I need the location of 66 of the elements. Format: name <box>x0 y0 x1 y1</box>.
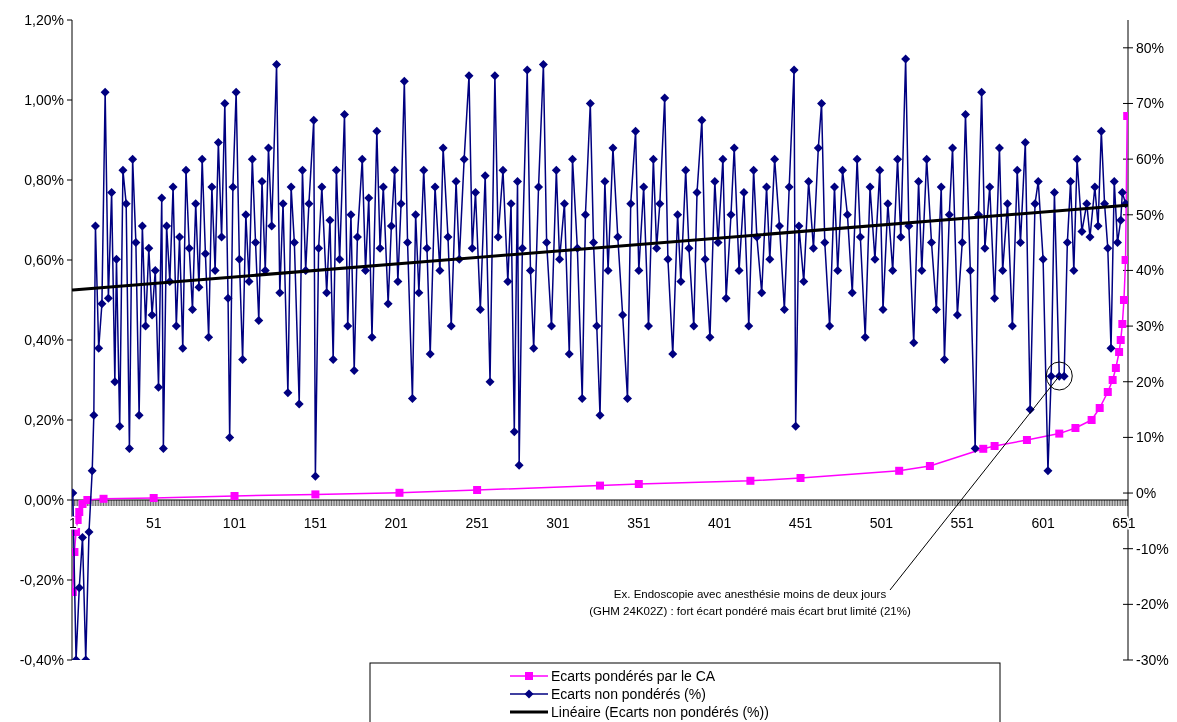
x-tick-label: 551 <box>950 515 975 531</box>
x-tick-label: 351 <box>627 515 651 531</box>
x-tick-label: 201 <box>384 515 409 531</box>
x-tick-label: 501 <box>869 515 894 531</box>
point <box>473 486 482 494</box>
point <box>1111 364 1120 372</box>
x-tick-label: 51 <box>145 515 162 531</box>
point <box>1121 256 1128 264</box>
point <box>796 474 805 482</box>
point <box>1055 429 1064 438</box>
point <box>149 494 158 502</box>
x-tick-label: 301 <box>546 515 570 531</box>
point <box>634 480 643 488</box>
point <box>1119 296 1128 304</box>
x-tick-label: 101 <box>222 515 247 531</box>
y-tick-label: 0,40% <box>24 332 64 348</box>
point <box>925 462 934 470</box>
y2-tick-label: 80% <box>1136 39 1165 56</box>
point <box>1115 348 1124 356</box>
y-tick-label: 0,00% <box>24 492 64 508</box>
point <box>311 490 320 499</box>
x-tick-label: 601 <box>1031 515 1055 531</box>
y-tick-label: 0,60% <box>24 252 64 268</box>
y2-tick-label: 50% <box>1136 206 1165 223</box>
point <box>1103 388 1112 396</box>
point <box>395 488 404 497</box>
y-tick-label: 1,20% <box>24 12 64 28</box>
y2-tick-label: 0% <box>1136 485 1157 502</box>
x-tick-label: 451 <box>788 515 813 531</box>
point <box>1116 336 1125 344</box>
point <box>990 442 999 450</box>
point <box>895 466 904 475</box>
point <box>746 476 755 485</box>
x-tick-label: 151 <box>303 515 328 531</box>
point <box>1108 376 1117 384</box>
point <box>1087 416 1096 424</box>
y2-tick-label: 70% <box>1136 95 1165 112</box>
x-tick-label: 401 <box>707 515 732 531</box>
y2-tick-label: -20% <box>1136 596 1169 613</box>
y-tick-label: 0,20% <box>24 412 64 428</box>
point <box>979 444 988 453</box>
legend-label: Linéaire (Ecarts non pondérés (%)) <box>551 704 769 720</box>
y2-tick-label: 40% <box>1136 262 1165 279</box>
point <box>596 481 604 490</box>
y2-tick-label: 30% <box>1136 318 1165 335</box>
y-tick-label: -0,40% <box>19 652 64 668</box>
y-tick-label: -0,20% <box>19 572 64 588</box>
x-tick-label: 251 <box>465 515 489 531</box>
annotation: Ex. Endoscopie avec anesthésie moins de deux jours (GHM 24K02Z) : fort écart pondéré mais écart brut limité (21%) <box>589 588 911 617</box>
legend-label: Ecarts pondérés par le CA <box>551 668 716 684</box>
point <box>75 508 84 516</box>
point <box>1095 404 1104 412</box>
point <box>230 492 239 500</box>
x-tick-label: 651 <box>1112 515 1136 531</box>
y2-tick-label: 20% <box>1136 373 1165 390</box>
legend-label: Ecarts non pondérés (%) <box>551 686 706 702</box>
point <box>1118 320 1127 328</box>
point <box>1071 424 1080 432</box>
y2-tick-label: 10% <box>1136 429 1165 446</box>
point <box>1022 436 1031 444</box>
y2-tick-label: -30% <box>1136 652 1169 668</box>
y2-tick-label: -10% <box>1136 540 1169 557</box>
y-tick-label: 1,00% <box>24 92 64 108</box>
point <box>99 494 108 503</box>
y2-tick-label: 60% <box>1136 151 1165 168</box>
y-tick-label: 0,80% <box>24 172 64 188</box>
